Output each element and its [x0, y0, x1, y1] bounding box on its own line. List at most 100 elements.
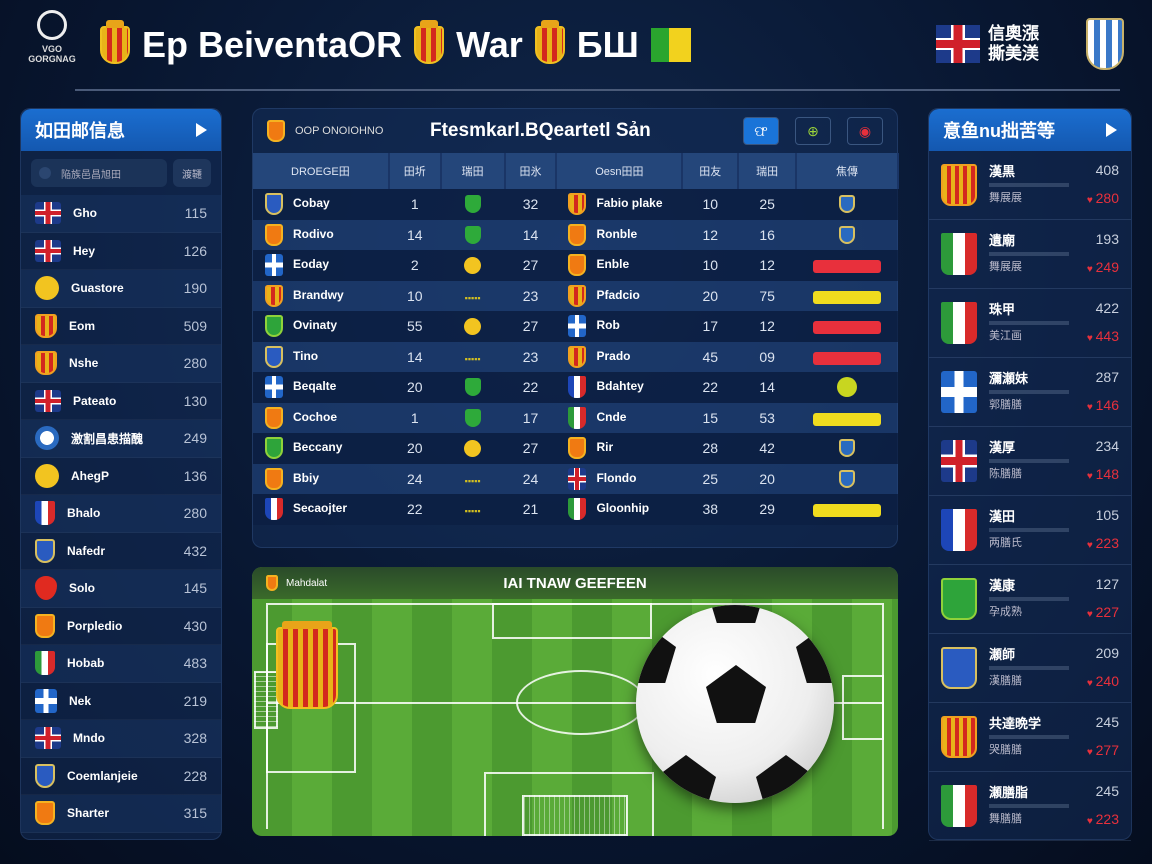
fixtures-table: DROEGE田 田圻 瑞田 田氷 Oesn田田 田友 瑞田 焦傳 Cobay 1 32 Fabio …: [253, 153, 899, 525]
status-pill[interactable]: [813, 260, 882, 274]
away-stat-c: 25: [702, 470, 719, 487]
ranking-sub: 两膳氏: [989, 537, 1022, 549]
ranking-numbers: 408 ♥ 280: [1087, 156, 1119, 215]
team-list-item[interactable]: Mndo 328: [21, 720, 221, 758]
ranking-item[interactable]: 瀰瀬妹 郭膳膳 287 ♥ 146: [929, 358, 1131, 427]
table-row[interactable]: Tino 14 ▪▪▪▪▪ 23 Prado 45 09: [253, 341, 898, 372]
ranking-item[interactable]: 漢厚 陈膳膳 234 ♥ 148: [929, 427, 1131, 496]
ranking-value: 245: [1095, 782, 1119, 799]
status-pill[interactable]: [813, 504, 882, 518]
ranking-item[interactable]: 瀬膳脂 舞膳膳 245 ♥ 223: [929, 772, 1131, 841]
status-pill[interactable]: [813, 351, 882, 365]
ranking-name: 瀬膳脂: [989, 785, 1029, 800]
ranking-item[interactable]: 漢黒 舞展展 408 ♥ 280: [929, 151, 1131, 220]
column-header[interactable]: 瑞田: [738, 153, 798, 189]
team-list-item[interactable]: Bhalo 280: [21, 495, 221, 533]
shield-button[interactable]: ⊕: [795, 117, 831, 145]
ranking-item[interactable]: 漢康 孕成熟 127 ♥ 227: [929, 565, 1131, 634]
team-list-item[interactable]: Eom 509: [21, 308, 221, 345]
play-icon[interactable]: [196, 123, 207, 137]
table-row[interactable]: Cochoe 1 17 Cnde 15 53: [253, 402, 898, 433]
team-list-item[interactable]: Coemlanjeie 228: [21, 758, 221, 795]
shield-status-icon: [837, 377, 858, 398]
team-list-item[interactable]: Pateato 130: [21, 383, 221, 420]
away-stat-c: 10: [702, 257, 719, 274]
column-header[interactable]: 焦傳: [796, 153, 899, 189]
table-row[interactable]: Rodivo 14 14 Ronble 12 16: [253, 219, 898, 250]
table-row[interactable]: Secaojter 22 ▪▪▪▪▪ 21 Gloonhip 38 29: [253, 494, 898, 525]
table-row[interactable]: Beqalte 20 22 Bdahtey 22 14: [253, 372, 898, 403]
ranking-numbers: 245 ♥ 223: [1087, 777, 1119, 836]
play-icon[interactable]: [1106, 123, 1117, 137]
table-row[interactable]: Brandwy 10 ▪▪▪▪▪ 23 Pfadcio 20 75: [253, 280, 898, 311]
crest-icon: [568, 284, 587, 307]
home-stat-a: 14: [406, 226, 423, 243]
ranking-info: 漢康 孕成熟: [989, 576, 1087, 622]
team-list-item[interactable]: Porpledio 430: [21, 608, 221, 645]
column-header[interactable]: Oesn田田: [556, 153, 684, 189]
team-value: 280: [183, 355, 207, 372]
column-header[interactable]: 田友: [682, 153, 740, 189]
table-row[interactable]: Cobay 1 32 Fabio plake 10 25: [253, 189, 898, 220]
team-list-item[interactable]: Sharter 315: [21, 795, 221, 833]
likes-value: 223: [1095, 810, 1119, 827]
team-list-item[interactable]: Guastore 190: [21, 270, 221, 308]
column-header[interactable]: 瑞田: [440, 153, 506, 189]
table-row[interactable]: Bbiy 24 ▪▪▪▪▪ 24 Flondo 25 20: [253, 463, 898, 494]
away-stat-d: 12: [759, 257, 775, 274]
right-panel-header[interactable]: 意鱼nu拙苦等: [929, 109, 1131, 151]
status-pill[interactable]: [813, 412, 882, 426]
record-button[interactable]: ◉: [847, 117, 883, 145]
site-logo[interactable]: VGO GORGNAG: [22, 10, 82, 88]
header: VGO GORGNAG Ep BeiventaOR War БШ 信奧漲 撕美渼: [0, 0, 1152, 92]
ranking-likes: ♥ 223: [1087, 529, 1119, 560]
search-button[interactable]: 渡韆: [173, 159, 211, 187]
ranking-item[interactable]: 珠甲 美江画 422 ♥ 443: [929, 289, 1131, 358]
team-list-item[interactable]: Gho 115: [21, 195, 221, 233]
lang-text-1: 信奧漲: [988, 24, 1039, 43]
team-list-item[interactable]: Nafedr 432: [21, 533, 221, 570]
home-stat-a: 2: [410, 257, 419, 274]
status-pill[interactable]: [813, 321, 882, 335]
uk-flag-icon: [35, 239, 61, 262]
home-stat-b: 14: [522, 226, 539, 243]
home-stat-a: 1: [410, 196, 419, 213]
column-header[interactable]: 田圻: [388, 153, 442, 189]
left-panel-header[interactable]: 如田邮信息: [21, 109, 221, 151]
orange-shield-icon: [35, 801, 55, 826]
away-team-name: Rir: [596, 440, 614, 455]
team-list-item[interactable]: Solo 145: [21, 570, 221, 608]
away-team: Rir: [556, 433, 682, 464]
ranking-item[interactable]: 漢田 两膳氏 105 ♥ 223: [929, 496, 1131, 565]
heart-crest-icon: [35, 576, 57, 601]
team-list-item[interactable]: Nek 219: [21, 683, 221, 720]
language-selector[interactable]: 信奧漲 撕美渼: [936, 24, 1039, 64]
ranking-item[interactable]: 共達晩学 哭膳膳 245 ♥ 277: [929, 703, 1131, 772]
home-team-name: Secaojter: [293, 501, 348, 516]
table-row[interactable]: Beccany 20 27 Rir 28 42: [253, 433, 898, 464]
filter-button[interactable]: ଫ: [743, 117, 779, 145]
orange-shield-icon: [265, 467, 283, 490]
ranking-item[interactable]: 瀬師 漢膳膳 209 ♥ 240: [929, 634, 1131, 703]
team-list-item[interactable]: Hey 126: [21, 233, 221, 270]
club-shield-icon: [1086, 18, 1124, 70]
column-header[interactable]: 田氷: [504, 153, 558, 189]
panel-subtitle: OOP ONOIOHNO: [295, 125, 384, 137]
search-input[interactable]: 陥族邑昌旭田: [31, 159, 167, 187]
home-stat-b: 23: [522, 287, 539, 304]
flag-icon: [265, 498, 283, 521]
table-row[interactable]: Ovinaty 55 27 Rob 17 12: [253, 311, 898, 342]
form-badge-icon: [464, 318, 482, 336]
ranking-likes: ♥ 146: [1087, 391, 1119, 422]
team-list-item[interactable]: 激割昌患描醜 249: [21, 420, 221, 458]
team-list-item[interactable]: Nshe 280: [21, 345, 221, 383]
column-header[interactable]: DROEGE田: [253, 153, 390, 189]
team-list-item[interactable]: AhegP 136: [21, 458, 221, 495]
ranking-item[interactable]: 遺廟 舞展展 193 ♥ 249: [929, 220, 1131, 289]
away-stat-c: 20: [702, 287, 719, 304]
table-row[interactable]: Eoday 2 27 Enble 10 12: [253, 250, 898, 281]
team-list-item[interactable]: Hobab 483: [21, 645, 221, 683]
uk-flag-icon: [936, 25, 980, 63]
mark-cell: [441, 311, 505, 342]
status-pill[interactable]: [813, 290, 882, 304]
